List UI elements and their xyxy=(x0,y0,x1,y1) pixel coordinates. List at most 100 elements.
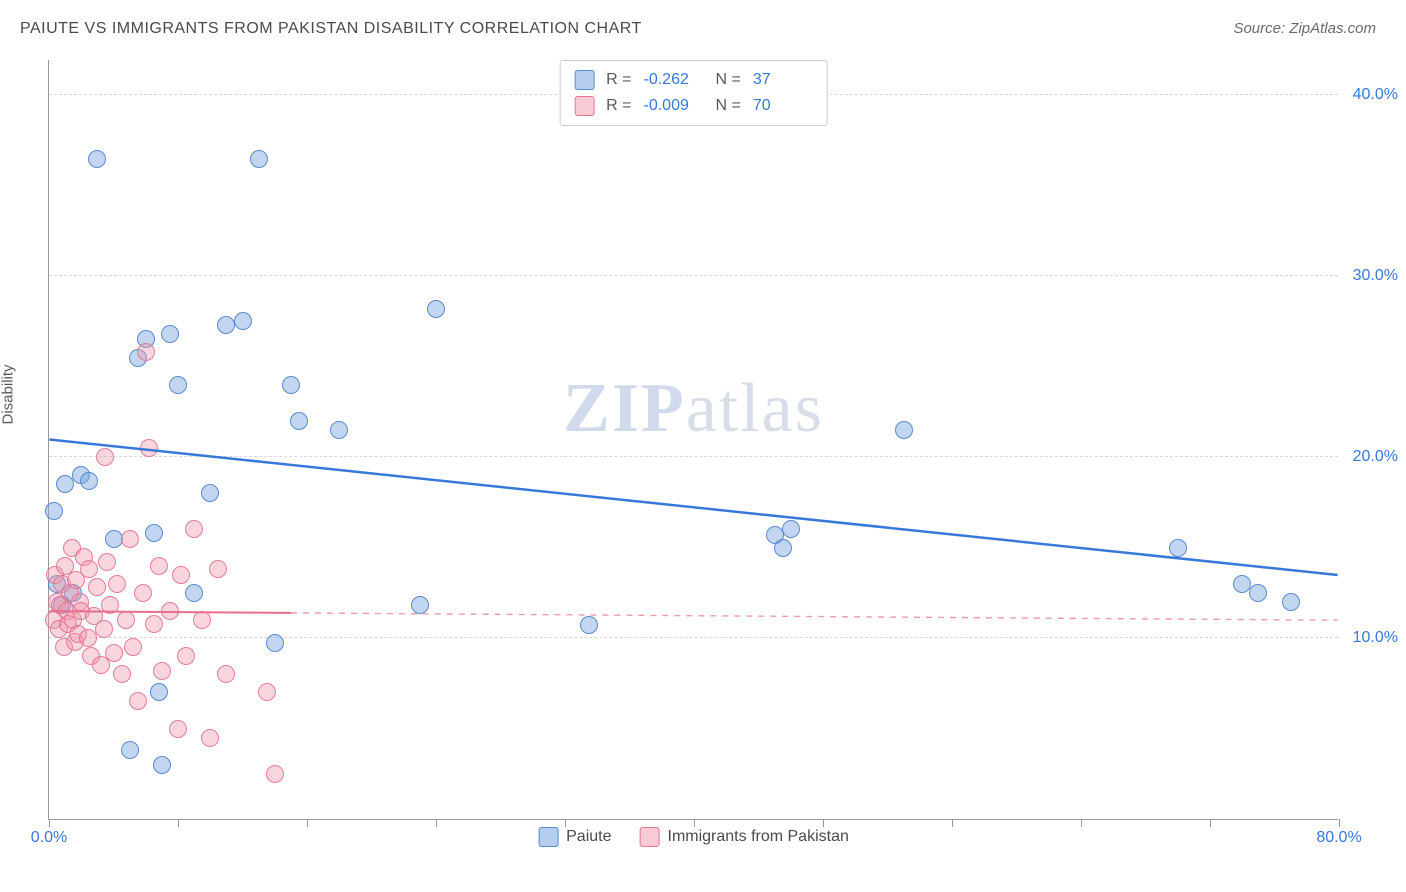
n-value-paiute: 37 xyxy=(753,67,813,93)
r-label: R = xyxy=(606,67,631,93)
data-point xyxy=(145,615,163,633)
data-point xyxy=(1249,584,1267,602)
data-point xyxy=(185,584,203,602)
data-point xyxy=(290,412,308,430)
data-point xyxy=(129,692,147,710)
x-tick xyxy=(436,819,437,827)
data-point xyxy=(193,611,211,629)
data-point xyxy=(234,312,252,330)
data-point xyxy=(161,325,179,343)
n-label: N = xyxy=(716,93,741,119)
data-point xyxy=(95,620,113,638)
data-point xyxy=(411,596,429,614)
x-tick xyxy=(565,819,566,827)
n-label: N = xyxy=(716,67,741,93)
data-point xyxy=(80,472,98,490)
data-point xyxy=(124,638,142,656)
data-point xyxy=(134,584,152,602)
data-point xyxy=(177,647,195,665)
data-point xyxy=(782,520,800,538)
data-point xyxy=(56,475,74,493)
y-tick-label: 30.0% xyxy=(1353,267,1398,285)
n-value-pakistan: 70 xyxy=(753,93,813,119)
data-point xyxy=(150,557,168,575)
data-point xyxy=(105,644,123,662)
plot-container: ZIPatlas R = -0.262 N = 37 R = -0.009 N … xyxy=(48,60,1378,840)
data-point xyxy=(88,578,106,596)
data-point xyxy=(140,439,158,457)
data-point xyxy=(137,343,155,361)
swatch-blue-icon xyxy=(538,827,558,847)
watermark-suffix: atlas xyxy=(686,370,824,447)
data-point xyxy=(117,611,135,629)
data-point xyxy=(121,530,139,548)
source-attribution: Source: ZipAtlas.com xyxy=(1233,20,1376,37)
x-tick-label: 0.0% xyxy=(31,829,67,847)
data-point xyxy=(895,421,913,439)
data-point xyxy=(580,616,598,634)
r-value-pakistan: -0.009 xyxy=(644,93,704,119)
x-tick xyxy=(694,819,695,827)
data-point xyxy=(113,665,131,683)
x-tick-label: 80.0% xyxy=(1316,829,1361,847)
trend-lines xyxy=(49,60,1338,819)
r-value-paiute: -0.262 xyxy=(644,67,704,93)
gridline xyxy=(49,637,1338,638)
x-tick xyxy=(823,819,824,827)
data-point xyxy=(96,448,114,466)
x-tick xyxy=(178,819,179,827)
data-point xyxy=(201,729,219,747)
gridline xyxy=(49,456,1338,457)
x-tick xyxy=(1339,819,1340,827)
y-tick-label: 10.0% xyxy=(1353,629,1398,647)
x-tick xyxy=(307,819,308,827)
swatch-pink-icon xyxy=(639,827,659,847)
chart-title: PAIUTE VS IMMIGRANTS FROM PAKISTAN DISAB… xyxy=(20,20,642,38)
data-point xyxy=(172,566,190,584)
data-point xyxy=(145,524,163,542)
legend-row-pakistan: R = -0.009 N = 70 xyxy=(574,93,813,119)
data-point xyxy=(217,665,235,683)
legend-label: Paiute xyxy=(566,828,611,846)
data-point xyxy=(330,421,348,439)
data-point xyxy=(161,602,179,620)
data-point xyxy=(1169,539,1187,557)
data-point xyxy=(153,756,171,774)
data-point xyxy=(101,596,119,614)
watermark-prefix: ZIP xyxy=(563,370,686,447)
data-point xyxy=(169,376,187,394)
data-point xyxy=(201,484,219,502)
r-label: R = xyxy=(606,93,631,119)
y-axis-label: Disability xyxy=(0,364,17,424)
data-point xyxy=(88,150,106,168)
legend-label: Immigrants from Pakistan xyxy=(667,828,848,846)
data-point xyxy=(250,150,268,168)
legend-row-paiute: R = -0.262 N = 37 xyxy=(574,67,813,93)
plot-area: ZIPatlas R = -0.262 N = 37 R = -0.009 N … xyxy=(48,60,1338,820)
swatch-blue-icon xyxy=(574,70,594,90)
data-point xyxy=(209,560,227,578)
data-point xyxy=(774,539,792,557)
y-tick-label: 20.0% xyxy=(1353,448,1398,466)
x-tick xyxy=(1081,819,1082,827)
data-point xyxy=(427,300,445,318)
data-point xyxy=(150,683,168,701)
data-point xyxy=(266,634,284,652)
legend-item-paiute: Paiute xyxy=(538,827,611,847)
x-tick xyxy=(49,819,50,827)
data-point xyxy=(153,662,171,680)
legend-item-pakistan: Immigrants from Pakistan xyxy=(639,827,848,847)
data-point xyxy=(266,765,284,783)
data-point xyxy=(108,575,126,593)
data-point xyxy=(185,520,203,538)
data-point xyxy=(282,376,300,394)
data-point xyxy=(121,741,139,759)
swatch-pink-icon xyxy=(574,96,594,116)
x-tick xyxy=(952,819,953,827)
data-point xyxy=(45,502,63,520)
correlation-legend: R = -0.262 N = 37 R = -0.009 N = 70 xyxy=(559,60,828,126)
data-point xyxy=(79,629,97,647)
gridline xyxy=(49,275,1338,276)
series-legend: Paiute Immigrants from Pakistan xyxy=(538,827,849,847)
data-point xyxy=(258,683,276,701)
